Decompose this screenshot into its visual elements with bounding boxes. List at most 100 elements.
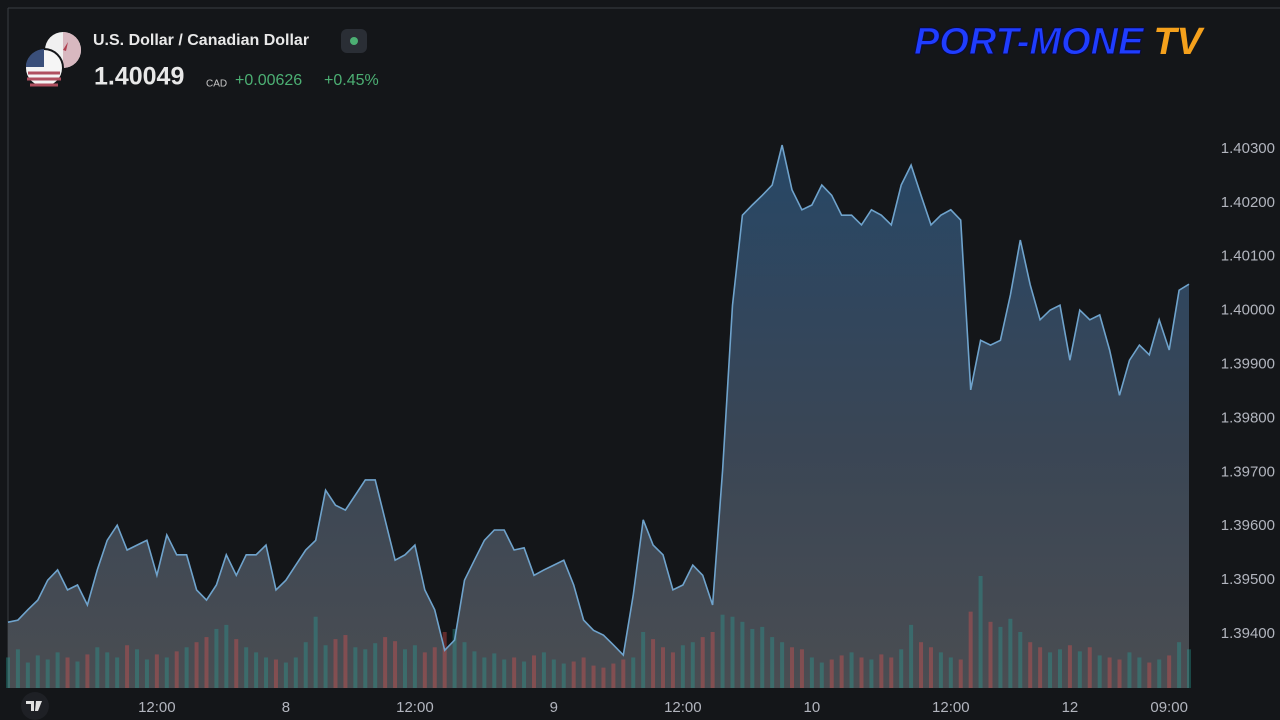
volume-bar	[105, 652, 110, 688]
currency: CAD	[206, 79, 227, 90]
volume-bar	[1087, 647, 1092, 688]
volume-bar	[670, 652, 675, 688]
tv-badge	[21, 692, 49, 720]
volume-bar	[462, 642, 467, 688]
volume-bar	[1167, 655, 1172, 688]
volume-bar	[244, 647, 249, 688]
x-tick-label: 12	[1062, 699, 1079, 716]
x-tick-label: 12:00	[396, 699, 434, 716]
price: 1.40049	[94, 63, 184, 91]
volume-bar	[214, 628, 219, 688]
volume-bar	[95, 647, 100, 688]
volume-bar	[333, 639, 338, 688]
volume-bar	[531, 655, 536, 688]
volume-bar	[770, 637, 775, 688]
volume-bar	[760, 626, 765, 688]
volume-bar	[432, 647, 437, 688]
x-tick-label: 10	[804, 699, 821, 716]
x-tick-label: 12:00	[932, 699, 970, 716]
volume-bar	[839, 655, 844, 688]
volume-bar	[859, 657, 864, 688]
volume-bar	[1077, 651, 1082, 688]
logo-name: PORT-MONE	[914, 21, 1145, 63]
volume-bar	[1018, 632, 1023, 688]
volume-bar	[750, 628, 755, 688]
x-tick-label: 12:00	[138, 699, 176, 716]
canton	[26, 49, 44, 67]
volume-bar	[313, 616, 318, 688]
volume-bar	[343, 635, 348, 688]
volume-bar	[730, 616, 735, 688]
y-tick-label: 1.40100	[1221, 248, 1275, 265]
volume-bar	[919, 642, 924, 688]
logo: PORT-MONE TV	[914, 21, 1205, 63]
volume-bar	[571, 661, 576, 688]
volume-bar	[154, 654, 159, 688]
volume-bar	[492, 653, 497, 688]
volume-bar	[988, 621, 993, 688]
volume-bar	[849, 652, 854, 688]
volume-bar	[720, 614, 725, 688]
volume-bar	[303, 642, 308, 688]
volume-bar	[452, 628, 457, 688]
volume-bar	[1067, 645, 1072, 688]
volume-bar	[55, 652, 60, 688]
volume-bar	[234, 639, 239, 688]
area-fill	[8, 145, 1189, 689]
volume-bar	[85, 654, 90, 688]
volume-bar	[938, 652, 943, 688]
volume-bar	[174, 651, 179, 688]
volume-bar	[482, 657, 487, 688]
volume-bar	[591, 665, 596, 688]
x-tick-label: 9	[550, 699, 558, 716]
plot-area	[6, 144, 1191, 689]
time-axis	[8, 688, 1280, 720]
volume-bar	[402, 649, 407, 688]
y-tick-label: 1.39400	[1221, 625, 1275, 642]
volume-bar	[869, 659, 874, 688]
volume-bar	[1137, 657, 1142, 688]
change: +0.00626	[235, 72, 302, 89]
volume-bar	[65, 657, 70, 688]
volume-bar	[6, 657, 10, 688]
volume-bar	[1157, 659, 1162, 688]
volume-bar	[998, 626, 1003, 688]
volume-bar	[283, 662, 288, 688]
volume-bar	[879, 654, 884, 688]
volume-bar	[15, 649, 20, 688]
volume-bar	[799, 649, 804, 688]
volume-bar	[1177, 642, 1182, 688]
volume-bar	[968, 611, 973, 688]
y-tick-label: 1.39800	[1221, 409, 1275, 426]
y-tick-label: 1.39600	[1221, 517, 1275, 534]
x-tick-label: 12:00	[664, 699, 702, 716]
pair-title: U.S. Dollar / Canadian Dollar	[93, 32, 309, 49]
x-tick-label: 09:00	[1150, 699, 1188, 716]
volume-bar	[551, 659, 556, 688]
volume-bar	[780, 642, 785, 688]
volume-bar	[115, 657, 120, 688]
volume-bar	[909, 624, 914, 688]
volume-bar	[412, 645, 417, 688]
volume-bar	[601, 667, 606, 688]
y-tick-label: 1.39900	[1221, 356, 1275, 373]
volume-bar	[740, 621, 745, 688]
volume-bar	[1038, 647, 1043, 688]
volume-bar	[502, 659, 507, 688]
volume-bar	[25, 662, 30, 688]
volume-bar	[135, 649, 140, 688]
y-tick-label: 1.40000	[1221, 302, 1275, 319]
volume-bar	[978, 576, 983, 688]
volume-bar	[819, 662, 824, 688]
volume-bar	[442, 632, 447, 688]
volume-bar	[373, 643, 378, 688]
volume-bar	[323, 645, 328, 688]
y-tick-label: 1.40300	[1221, 140, 1275, 157]
volume-bar	[273, 659, 278, 688]
badge-bg	[21, 692, 49, 720]
volume-bar	[561, 663, 566, 688]
volume-bar	[889, 657, 894, 688]
maple	[58, 42, 68, 51]
volume-bar	[45, 659, 50, 688]
